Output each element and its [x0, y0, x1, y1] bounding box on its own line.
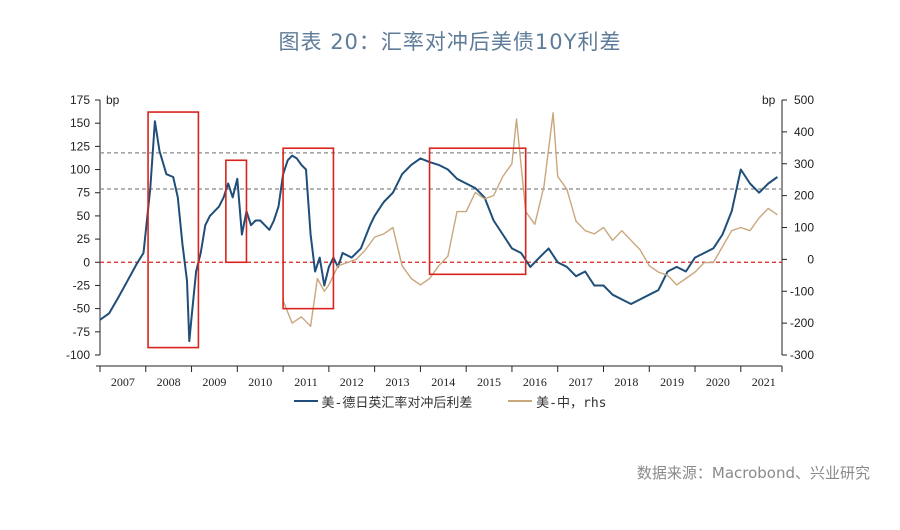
y-left-tick-label: 50 — [77, 209, 91, 223]
y-right-tick-label: 500 — [794, 93, 814, 107]
x-tick-label: 2009 — [202, 375, 226, 389]
y-left-tick-label: -50 — [73, 302, 91, 316]
y-left-tick-label: -100 — [66, 348, 90, 362]
legend-swatch-series-1 — [293, 400, 318, 402]
x-tick-label: 2008 — [157, 375, 181, 389]
source-note: 数据来源：Macrobond、兴业研究 — [636, 464, 870, 482]
legend-item-series-2: 美-中，rhs — [508, 392, 606, 411]
y-right-tick-label: 200 — [794, 189, 814, 203]
x-tick-label: 2017 — [569, 375, 593, 389]
y-right-tick-label: 0 — [807, 252, 814, 266]
y-right-tick-label: 400 — [794, 125, 814, 139]
y-left-tick-label: 125 — [70, 139, 90, 153]
y-left-tick-label: 0 — [83, 255, 90, 269]
legend-label-series-1: 美-德日英汇率对冲后利差 — [321, 395, 473, 411]
x-tick-label: 2015 — [477, 375, 501, 389]
legend: 美-德日英汇率对冲后利差 美-中，rhs — [0, 391, 900, 411]
x-tick-label: 2021 — [752, 375, 776, 389]
y-right-tick-label: -200 — [790, 316, 814, 330]
y-right-tick-label: -300 — [790, 348, 814, 362]
y-right-tick-label: -100 — [790, 284, 814, 298]
x-tick-label: 2011 — [294, 375, 318, 389]
highlight-box-4 — [428, 147, 527, 276]
y-left-tick-label: 175 — [70, 93, 90, 107]
highlight-box-3 — [282, 147, 335, 310]
series-line-1 — [99, 120, 778, 343]
y-left-tick-label: 150 — [70, 116, 90, 130]
x-tick-label: 2014 — [431, 375, 455, 389]
y-left-tick-label: -75 — [73, 325, 91, 339]
legend-swatch-series-2 — [508, 400, 533, 402]
legend-label-series-2: 美-中，rhs — [536, 395, 607, 411]
chart-title: 图表 20：汇率对冲后美债10Y利差 — [278, 30, 622, 54]
x-tick-label: 2007 — [111, 375, 135, 389]
y-right-tick-label: 300 — [794, 157, 814, 171]
x-tick-label: 2012 — [340, 375, 364, 389]
y-left-tick-label: 25 — [77, 232, 91, 246]
legend-item-series-1: 美-德日英汇率对冲后利差 — [293, 392, 473, 411]
y-left-tick-label: 75 — [77, 186, 91, 200]
y-right-unit: bp — [762, 93, 776, 107]
x-tick-label: 2020 — [706, 375, 730, 389]
y-right-tick-label: 100 — [794, 221, 814, 235]
x-tick-label: 2013 — [386, 375, 410, 389]
series-line-2 — [282, 112, 778, 327]
x-tick-label: 2016 — [523, 375, 547, 389]
highlight-box-1 — [147, 111, 200, 349]
y-left-tick-label: 100 — [70, 163, 90, 177]
highlight-box-2 — [225, 159, 248, 264]
y-left-tick-label: -25 — [73, 278, 91, 292]
y-left-unit: bp — [106, 93, 120, 107]
x-tick-label: 2018 — [614, 375, 638, 389]
x-tick-label: 2010 — [248, 375, 272, 389]
x-tick-label: 2019 — [660, 375, 684, 389]
